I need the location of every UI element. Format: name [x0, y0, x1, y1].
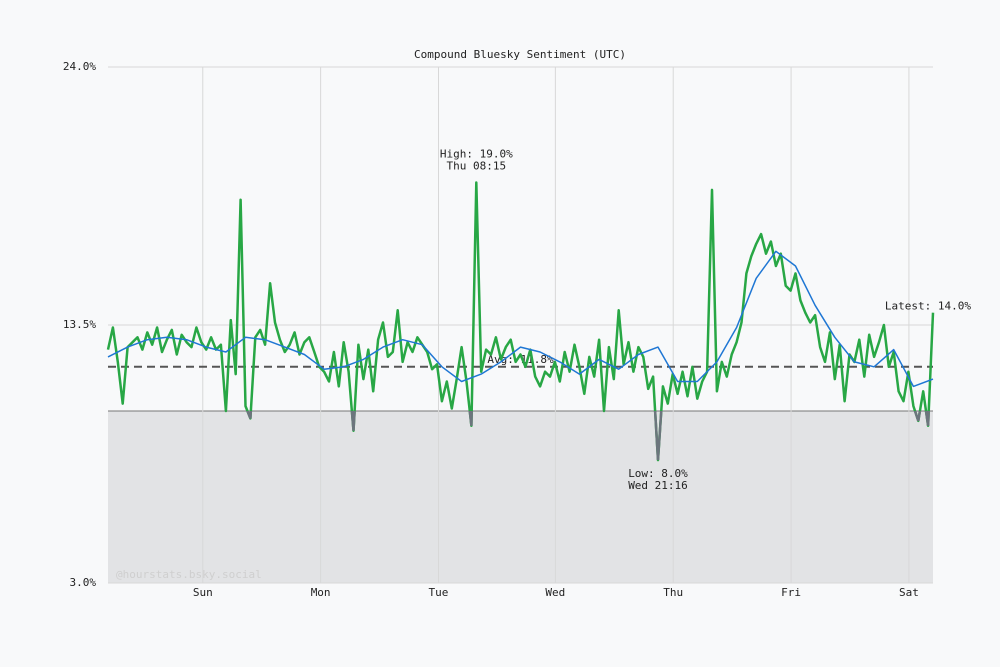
latest-label: Latest: 14.0% [885, 300, 971, 313]
low-label: Low: 8.0% [628, 467, 688, 480]
y-tick-label: 24.0% [63, 60, 96, 73]
trend-line [107, 250, 934, 388]
x-tick-label: Thu [663, 586, 683, 599]
y-tick-label: 3.0% [70, 576, 97, 589]
high-label: Thu 08:15 [446, 159, 506, 172]
x-tick-label: Wed [545, 586, 565, 599]
high-label: High: 19.0% [440, 147, 513, 160]
x-tick-label: Sat [899, 586, 919, 599]
avg-label: Avg: 11.8% [487, 353, 554, 366]
x-tick-label: Mon [311, 586, 331, 599]
watermark: @hourstats.bsky.social [116, 568, 262, 581]
chart-title: Compound Bluesky Sentiment (UTC) [414, 48, 626, 61]
low-label: Wed 21:16 [628, 479, 688, 492]
x-tick-label: Tue [429, 586, 449, 599]
x-tick-label: Fri [781, 586, 801, 599]
y-tick-label: 13.5% [63, 318, 96, 331]
negative-zone [108, 411, 933, 583]
x-tick-label: Sun [193, 586, 213, 599]
sentiment-line [106, 181, 935, 462]
